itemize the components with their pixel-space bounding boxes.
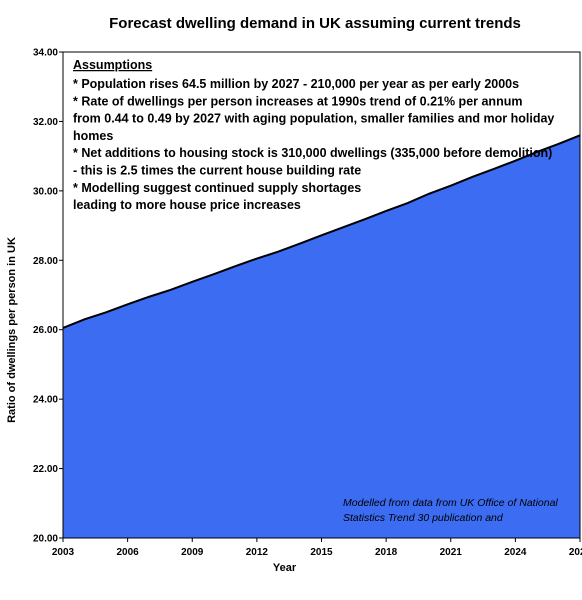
area-line xyxy=(62,134,581,329)
y-axis-label: Ratio of dwellings per person in UK xyxy=(6,237,18,423)
x-tick-label: 2009 xyxy=(181,547,204,558)
x-tick-label: 2018 xyxy=(375,547,398,558)
x-tick-label: 2015 xyxy=(310,547,333,558)
y-tick-label: 26.00 xyxy=(33,325,58,336)
y-tick-label: 34.00 xyxy=(33,48,58,59)
assumption-line: * Population rises 64.5 million by 2027 … xyxy=(73,77,519,91)
assumption-line: * Net additions to housing stock is 310,… xyxy=(73,146,552,160)
assumption-line: homes xyxy=(73,129,113,143)
assumption-line: * Modelling suggest continued supply sho… xyxy=(73,181,361,195)
assumptions-heading: Assumptions xyxy=(73,58,152,72)
source-note: Modelled from data from UK Office of Nat… xyxy=(343,497,558,524)
y-tick-label: 32.00 xyxy=(33,117,58,128)
source-note-line: Modelled from data from UK Office of Nat… xyxy=(343,497,558,509)
plot-area xyxy=(62,51,581,539)
assumption-line: - this is 2.5 times the current house bu… xyxy=(73,164,361,178)
assumptions-box: Assumptions * Population rises 64.5 mill… xyxy=(73,58,554,212)
x-tick-label: 2006 xyxy=(117,547,140,558)
y-tick-label: 22.00 xyxy=(33,464,58,475)
x-axis-label: Year xyxy=(273,562,297,574)
assumption-line: leading to more house price increases xyxy=(73,198,301,212)
x-axis: 2003 2006 2009 2012 2015 2018 2021 2024 2027 xyxy=(52,538,582,558)
x-tick-label: 2021 xyxy=(440,547,463,558)
y-tick-label: 30.00 xyxy=(33,186,58,197)
x-tick-label: 2012 xyxy=(246,547,269,558)
assumption-line: from 0.44 to 0.49 by 2027 with aging pop… xyxy=(73,112,554,126)
y-tick-label: 24.00 xyxy=(33,395,58,406)
x-tick-label: 2003 xyxy=(52,547,75,558)
y-tick-label: 20.00 xyxy=(33,534,58,545)
chart-title: Forecast dwelling demand in UK assuming … xyxy=(109,15,521,32)
y-tick-label: 28.00 xyxy=(33,256,58,267)
x-tick-label: 2027 xyxy=(569,547,582,558)
assumption-line: * Rate of dwellings per person increases… xyxy=(73,94,522,108)
area-fill xyxy=(63,135,580,538)
y-axis: 20.00 22.00 24.00 26.00 28.00 30.00 32.00 34.00 xyxy=(33,48,63,545)
x-tick-label: 2024 xyxy=(504,547,527,558)
source-note-line: Statistics Trend 30 publication and xyxy=(343,512,504,524)
